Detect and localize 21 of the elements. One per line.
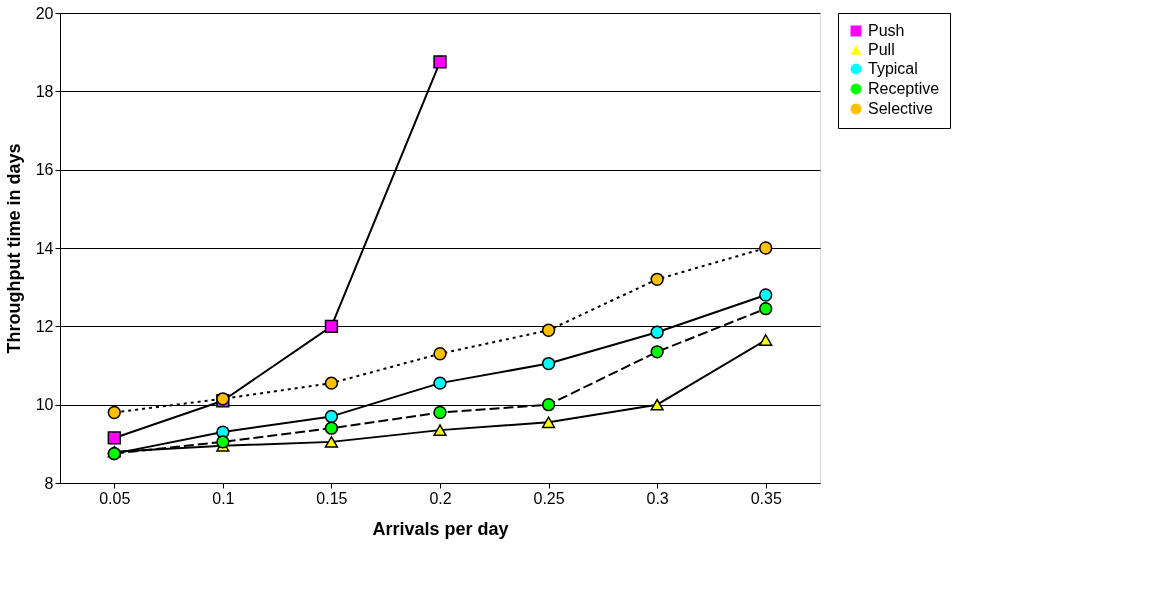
x-tick-label: 0.15 [316, 489, 348, 507]
y-tick-label: 8 [44, 474, 54, 492]
y-axis-title: Throughput time in days [3, 143, 24, 354]
x-tick-label: 0.1 [212, 489, 235, 507]
x-axis-title: Arrivals per day [372, 518, 509, 539]
y-tick-label: 18 [35, 82, 54, 100]
y-tick-label: 14 [35, 239, 54, 257]
y-tick-label: 12 [35, 317, 54, 335]
legend-label: Pull [868, 41, 895, 58]
x-tick-label: 0.35 [750, 489, 782, 507]
x-tick-label: 0.05 [99, 489, 131, 507]
y-tick-label: 20 [35, 4, 54, 22]
x-tick-label: 0.3 [646, 489, 669, 507]
x-tick-label: 0.25 [533, 489, 565, 507]
x-tick-label: 0.2 [429, 489, 452, 507]
legend-label: Push [868, 22, 905, 39]
y-tick-label: 16 [35, 161, 54, 179]
legend-label: Selective [868, 100, 934, 117]
legend-label: Receptive [868, 80, 940, 97]
y-tick-label: 10 [35, 396, 54, 414]
legend-label: Typical [868, 60, 918, 77]
